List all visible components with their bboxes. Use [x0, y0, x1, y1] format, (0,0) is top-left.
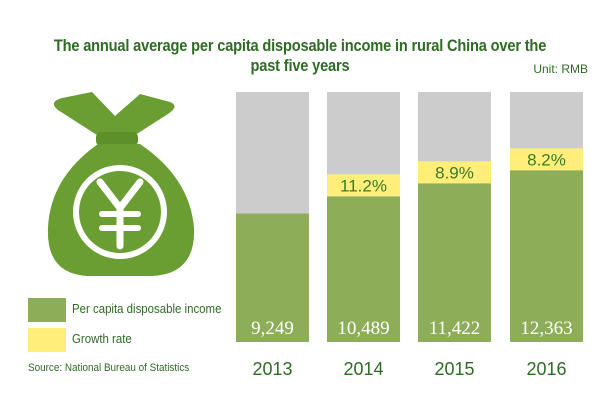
growth-rate-label-2016: 8.2%	[527, 150, 566, 169]
growth-rate-bar-2014	[327, 174, 400, 197]
legend-label-growth: Growth rate	[72, 331, 132, 346]
money-bag-yuan-icon	[47, 92, 195, 276]
growth-rate-bar-2015	[418, 161, 491, 184]
income-bar-2014	[327, 196, 400, 342]
income-bar-2016	[510, 170, 583, 342]
growth-rate-label-2015: 8.9%	[435, 163, 474, 182]
unit-label: Unit: RMB	[533, 62, 588, 76]
growth-rate-label-2014: 11.2%	[340, 176, 387, 195]
year-label-2013: 2013	[252, 359, 292, 379]
chart-title: The annual average per capita disposable…	[53, 36, 547, 75]
legend-swatch-income	[28, 298, 66, 322]
source-note: Source: National Bureau of Statistics	[28, 362, 190, 374]
legend-label-income: Per capita disposable income	[72, 301, 222, 316]
income-value-label-2015: 11,422	[429, 318, 481, 339]
legend-swatch-growth	[28, 328, 66, 352]
year-label-2015: 2015	[434, 359, 474, 379]
income-bar-2013	[236, 213, 309, 342]
year-label-2014: 2014	[343, 359, 383, 379]
income-bar-2015	[418, 183, 491, 342]
income-value-label-2013: 9,249	[251, 318, 294, 339]
growth-rate-bar-2016	[510, 148, 583, 171]
year-label-2016: 2016	[526, 359, 566, 379]
income-value-label-2016: 12,363	[520, 318, 572, 339]
income-value-label-2014: 10,489	[337, 318, 389, 339]
